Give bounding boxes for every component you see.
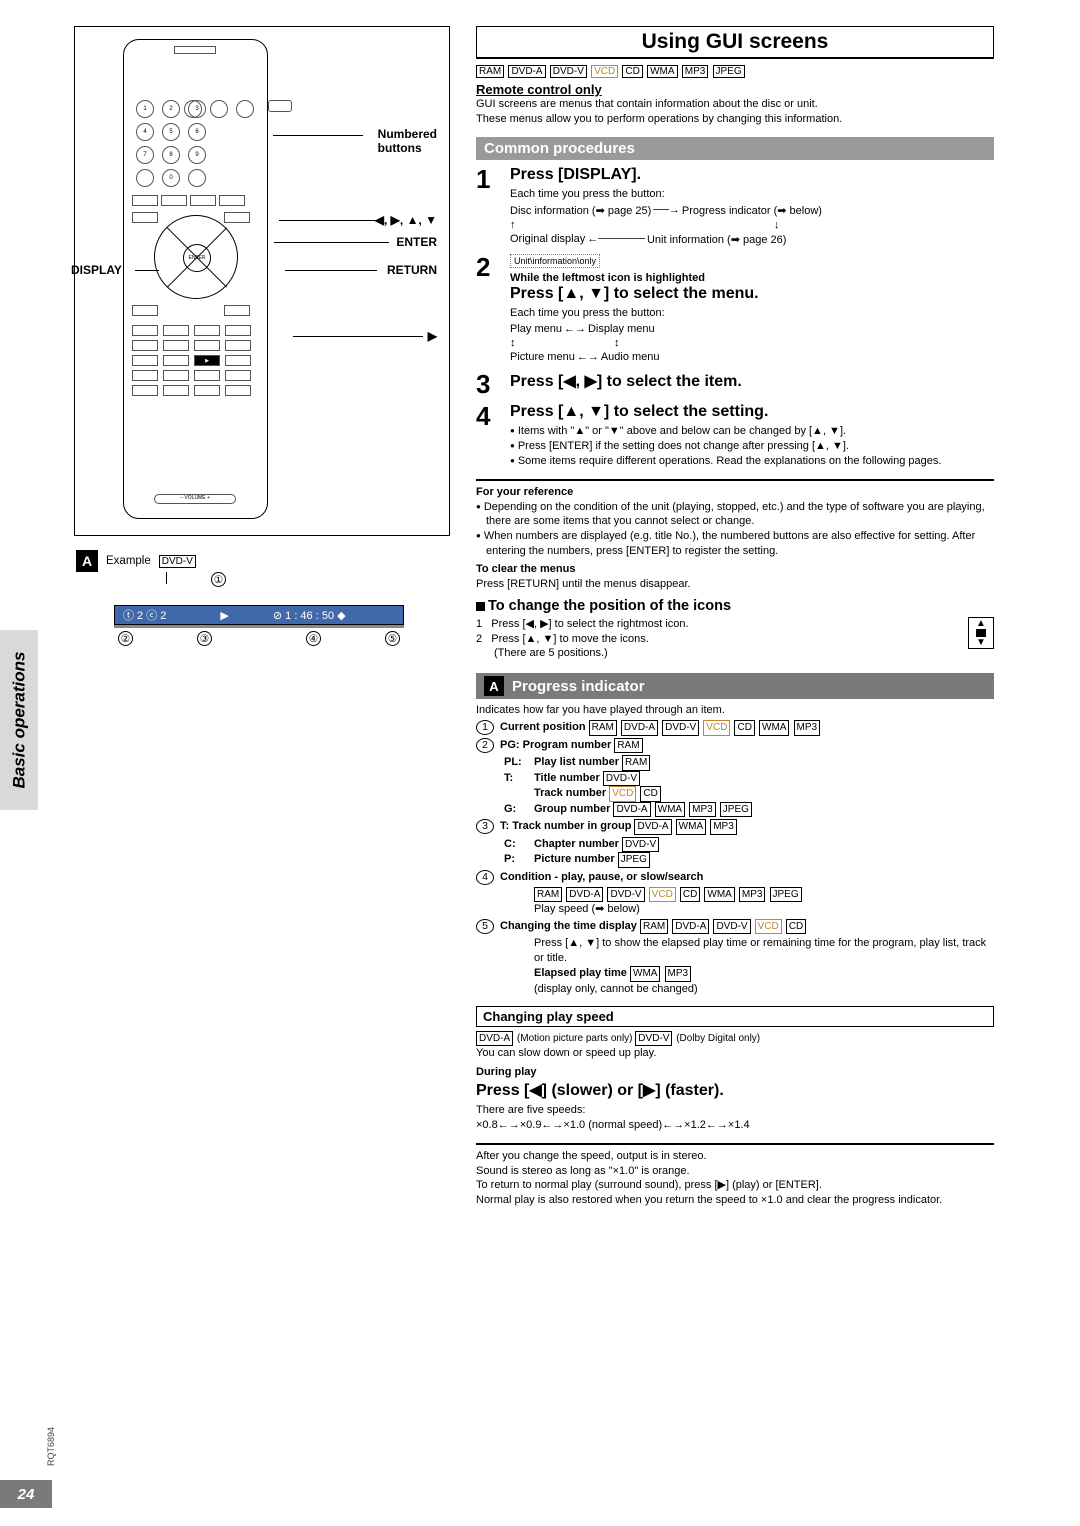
callout-4: ④ <box>306 631 321 646</box>
progress-header: A Progress indicator <box>476 673 994 699</box>
ref-b1: Depending on the condition of the unit (… <box>476 500 994 530</box>
remote-outline: 123 456 789 0 ENTER <box>123 39 268 519</box>
speed-press: Press [◀] (slower) or [▶] (faster). <box>476 1080 994 1100</box>
label-numbered: Numberedbuttons <box>378 127 437 155</box>
step-2: 2 Unit\information\only While the leftmo… <box>476 254 994 366</box>
intro-2: These menus allow you to perform operati… <box>476 112 994 127</box>
step-1: 1 Press [DISPLAY]. Each time you press t… <box>476 166 994 248</box>
clear-hdr: To clear the menus <box>476 562 994 577</box>
label-enter: ENTER <box>396 235 437 249</box>
position-icon: ▲▼ <box>968 617 994 649</box>
prog-intro: Indicates how far you have played throug… <box>476 703 994 718</box>
label-display: DISPLAY <box>71 263 122 277</box>
change-pos-hdr: To change the position of the icons <box>476 598 994 614</box>
callout-3: ③ <box>197 631 212 646</box>
unit-info-box: Unit\information\only <box>510 254 600 268</box>
osd-seg-time: ⊘ 1 : 46 : 50 ◆ <box>273 609 346 622</box>
step-4: 4 Press [▲, ▼] to select the setting. It… <box>476 403 994 469</box>
osd-seg-play: ▶ <box>220 609 228 622</box>
example-label: Example <box>106 555 151 567</box>
ref-hdr: For your reference <box>476 485 994 500</box>
remote-only: Remote control only <box>476 82 994 97</box>
callout-1-top: ① <box>211 572 226 587</box>
osd-seg-1: ⓣ 2 ⓒ 2 <box>123 607 166 623</box>
example-letter: A <box>76 550 98 572</box>
label-return: RETURN <box>387 263 437 277</box>
intro-1: GUI screens are menus that contain infor… <box>476 97 994 112</box>
page-number: 24 <box>0 1480 52 1508</box>
ref-b2: When numbers are displayed (e.g. title N… <box>476 529 994 559</box>
speed-box-hdr: Changing play speed <box>476 1006 994 1027</box>
doc-code: RQT6894 <box>46 1427 56 1466</box>
speed-note: DVD-A (Motion picture parts only) DVD-V … <box>476 1031 994 1046</box>
step-3: 3 Press [◀, ▶] to select the item. <box>476 371 994 397</box>
callout-5: ⑤ <box>385 631 400 646</box>
progress-list: 1Current position RAM DVD-A DVD-V VCD CD… <box>476 720 994 996</box>
example-format: DVD-V <box>159 555 196 568</box>
osd-bar: ⓣ 2 ⓒ 2 ▶ ⊘ 1 : 46 : 50 ◆ <box>114 605 404 625</box>
section-common: Common procedures <box>476 137 994 160</box>
example-block: A Example DVD-V ① ⓣ 2 ⓒ 2 ▶ ⊘ 1 : 46 : 5… <box>74 550 450 646</box>
remote-illustration: 123 456 789 0 ENTER <box>74 26 450 536</box>
label-arrows: ◀, ▶, ▲, ▼ <box>375 213 437 227</box>
callout-2: ② <box>118 631 133 646</box>
label-play: ▶ <box>428 329 437 343</box>
osd-callouts: ② ③ ④ ⑤ <box>114 631 404 646</box>
format-badges: RAM DVD-A DVD-V VCD CD WMA MP3 JPEG <box>476 65 994 78</box>
page-title: Using GUI screens <box>476 26 994 59</box>
clear-text: Press [RETURN] until the menus disappear… <box>476 577 994 592</box>
